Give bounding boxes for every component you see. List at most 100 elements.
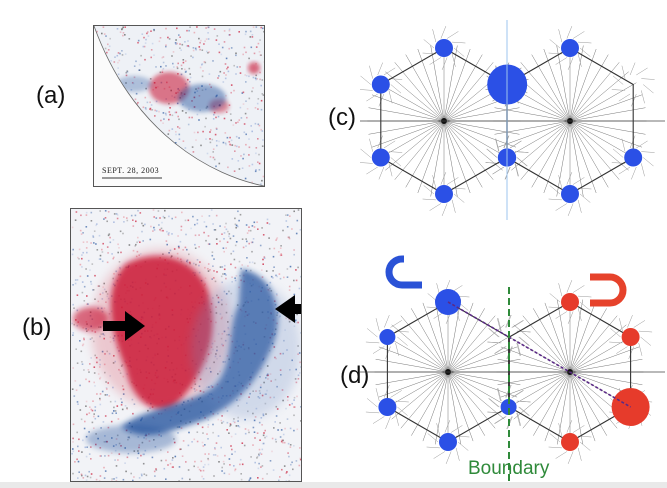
speckle-dot	[242, 103, 245, 105]
speckle-dot	[171, 165, 174, 168]
field-line	[532, 308, 571, 373]
speckle-dot	[105, 35, 107, 37]
speckle-dot	[113, 478, 115, 480]
field-line	[636, 67, 648, 76]
field-line	[384, 335, 449, 373]
speckle-dot	[115, 213, 118, 215]
speckle-dot	[99, 397, 101, 400]
speckle-dot	[178, 133, 181, 136]
speckle-dot	[295, 381, 298, 384]
speckle-dot	[240, 267, 242, 270]
speckle-dot	[171, 114, 174, 117]
speckle-dot	[260, 128, 262, 131]
speckle-dot	[94, 182, 97, 185]
speckle-dot	[142, 224, 145, 227]
speckle-dot	[196, 440, 199, 443]
speckle-dot	[90, 408, 93, 411]
speckle-dot	[144, 42, 147, 44]
speckle-dot	[167, 233, 170, 235]
speckle-dot	[235, 224, 238, 227]
speckle-dot	[137, 240, 140, 242]
field-line	[612, 148, 624, 158]
speckle-dot	[230, 119, 232, 122]
red-node	[621, 328, 640, 346]
speckle-dot	[150, 104, 153, 106]
speckle-dot	[180, 64, 183, 67]
speckle-dot	[244, 428, 247, 430]
speckle-dot	[184, 246, 187, 249]
speckle-dot	[150, 56, 152, 59]
speckle-dot	[245, 30, 247, 33]
speckle-dot	[81, 281, 84, 283]
speckle-dot	[297, 374, 300, 377]
speckle-dot	[94, 103, 96, 106]
limb-edge	[94, 26, 264, 186]
speckle-dot	[102, 82, 105, 84]
speckle-dot	[154, 109, 156, 112]
speckle-dot	[282, 441, 284, 444]
speckle-dot	[252, 444, 254, 446]
speckle-dot	[290, 463, 292, 466]
speckle-dot	[298, 287, 301, 290]
speckle-dot	[258, 421, 261, 424]
speckle-dot	[283, 276, 285, 279]
speckle-dot	[207, 423, 210, 426]
speckle-dot	[149, 407, 151, 410]
speckle-dot	[147, 31, 149, 33]
speckle-dot	[133, 123, 136, 125]
speckle-dot	[100, 116, 102, 118]
speckle-dot	[147, 35, 150, 37]
speckle-dot	[275, 238, 278, 240]
speckle-dot	[212, 151, 214, 153]
speckle-dot	[98, 234, 101, 237]
speckle-dot	[281, 439, 284, 442]
speckle-dot	[241, 442, 244, 444]
speckle-dot	[275, 441, 277, 443]
field-line	[365, 341, 380, 344]
field-line	[640, 336, 652, 346]
speckle-dot	[98, 479, 101, 481]
speckle-dot	[237, 121, 239, 123]
speckle-dot	[247, 429, 250, 431]
speckle-dot	[100, 427, 102, 429]
field-line	[429, 203, 442, 211]
speckle-dot	[190, 227, 192, 230]
speckle-dot	[178, 118, 180, 121]
speckle-dot	[181, 455, 184, 457]
speckle-dot	[152, 138, 155, 141]
speckle-dot	[254, 122, 257, 125]
field-line	[569, 120, 637, 160]
field-line	[548, 198, 562, 201]
field-line	[556, 371, 571, 445]
field-line	[497, 120, 571, 148]
field-line	[486, 148, 497, 158]
speckle-dot	[224, 273, 226, 275]
speckle-dot	[285, 220, 288, 222]
speckle-dot	[257, 98, 260, 100]
speckle-dot	[206, 152, 209, 155]
field-line	[643, 157, 654, 167]
speckle-dot	[126, 456, 129, 459]
speckle-dot	[218, 162, 221, 165]
speckle-dot	[141, 33, 144, 35]
speckle-dot	[226, 136, 229, 139]
field-line	[636, 140, 648, 149]
speckle-dot	[223, 232, 226, 234]
speckle-dot	[157, 210, 160, 212]
speckle-dot	[94, 118, 97, 120]
speckle-dot	[99, 61, 101, 64]
speckle-dot	[254, 461, 256, 464]
speckle-dot	[150, 225, 152, 228]
speckle-dot	[185, 233, 187, 236]
speckle-dot	[211, 178, 214, 181]
field-line	[549, 293, 561, 303]
speckle-dot	[264, 436, 266, 439]
speckle-dot	[228, 235, 230, 238]
speckle-dot	[127, 156, 129, 159]
speckle-dot	[298, 464, 301, 467]
field-line	[579, 301, 591, 311]
field-line	[567, 451, 574, 464]
speckle-dot	[260, 26, 262, 29]
speckle-dot	[262, 434, 265, 437]
speckle-dot	[71, 452, 73, 455]
